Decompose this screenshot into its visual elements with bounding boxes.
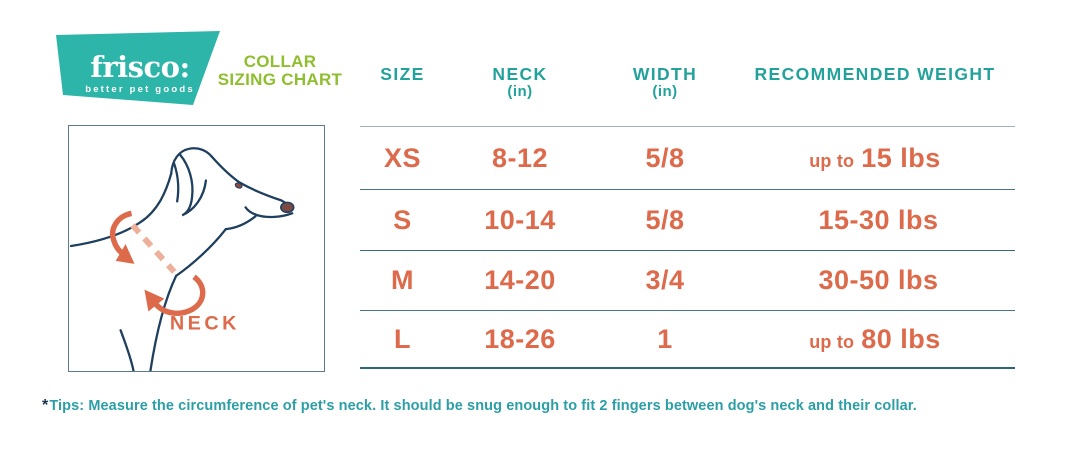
- page-title-line1: COLLAR: [243, 52, 317, 71]
- dog-outline: [69, 147, 294, 371]
- column-header-width: WIDTH (in): [595, 52, 735, 126]
- column-header-weight: RECOMMENDED WEIGHT: [735, 52, 1015, 126]
- footnote-text: Tips: Measure the circumference of pet's…: [49, 398, 917, 414]
- header-neck-unit: (in): [507, 83, 533, 100]
- neck-measure-arrow-bottom: [144, 274, 206, 317]
- cell-weight: up to 15 lbs: [735, 143, 1015, 174]
- table-row-s: S 10-14 5/8 15-30 lbs: [360, 189, 1015, 250]
- weight-prefix: up to: [809, 150, 855, 171]
- table-row-l: L 18-26 1 up to 80 lbs: [360, 310, 1015, 369]
- weight-value: 30-50 lbs: [818, 265, 939, 295]
- header-width-unit: (in): [652, 83, 678, 100]
- weight-value: 15-30 lbs: [818, 204, 939, 235]
- neck-measure-arrow-top: [110, 210, 135, 264]
- table-header-row: SIZE NECK (in) WIDTH (in) RECOMMENDED WE…: [360, 52, 1015, 126]
- cell-weight: up to 80 lbs: [735, 324, 1015, 355]
- neck-dashed-measure-line: [130, 223, 177, 274]
- cell-neck: 18-26: [484, 323, 556, 354]
- page-title: COLLAR SIZING CHART: [200, 53, 360, 89]
- sizing-table: SIZE NECK (in) WIDTH (in) RECOMMENDED WE…: [360, 52, 1015, 369]
- table-row-m: M 14-20 3/4 30-50 lbs: [360, 250, 1015, 310]
- brand-tagline: better pet goods: [85, 84, 195, 95]
- table-row-xs: XS 8-12 5/8 up to 15 lbs: [360, 126, 1015, 189]
- cell-width: 3/4: [645, 265, 685, 295]
- header-neck-label: NECK: [492, 64, 548, 84]
- cell-size: S: [393, 204, 412, 235]
- brand-name: frisco:: [90, 50, 189, 84]
- weight-prefix: up to: [809, 331, 855, 352]
- cell-width: 1: [657, 323, 673, 354]
- logo-banner-shape: [56, 31, 220, 105]
- footnote-asterisk: *: [42, 397, 49, 414]
- dog-eye: [234, 182, 243, 189]
- tips-footnote: *Tips: Measure the circumference of pet'…: [42, 397, 1052, 415]
- cell-width: 5/8: [645, 204, 685, 235]
- cell-size: L: [394, 323, 411, 354]
- cell-weight: 30-50 lbs: [735, 265, 1015, 296]
- column-header-size: SIZE: [360, 52, 445, 126]
- header-weight-label: RECOMMENDED WEIGHT: [754, 64, 996, 84]
- frisco-logo: frisco: better pet goods: [56, 31, 220, 105]
- neck-measure-diagram: NECK: [68, 125, 325, 372]
- cell-neck: 8-12: [491, 142, 549, 173]
- weight-value: 15 lbs: [861, 142, 941, 173]
- cell-width: 5/8: [645, 142, 685, 173]
- column-header-neck: NECK (in): [445, 52, 595, 126]
- cell-weight: 15-30 lbs: [735, 205, 1015, 236]
- cell-size: M: [391, 265, 414, 295]
- weight-value: 80 lbs: [861, 323, 941, 354]
- header-width-label: WIDTH: [632, 64, 698, 84]
- cell-neck: 14-20: [484, 265, 556, 295]
- neck-label: NECK: [170, 312, 240, 334]
- header-size-label: SIZE: [380, 64, 425, 84]
- dog-illustration: NECK: [69, 147, 295, 371]
- cell-size: XS: [383, 142, 422, 173]
- cell-neck: 10-14: [484, 204, 556, 235]
- page-title-line2: SIZING CHART: [217, 70, 343, 89]
- dog-nose: [280, 201, 295, 214]
